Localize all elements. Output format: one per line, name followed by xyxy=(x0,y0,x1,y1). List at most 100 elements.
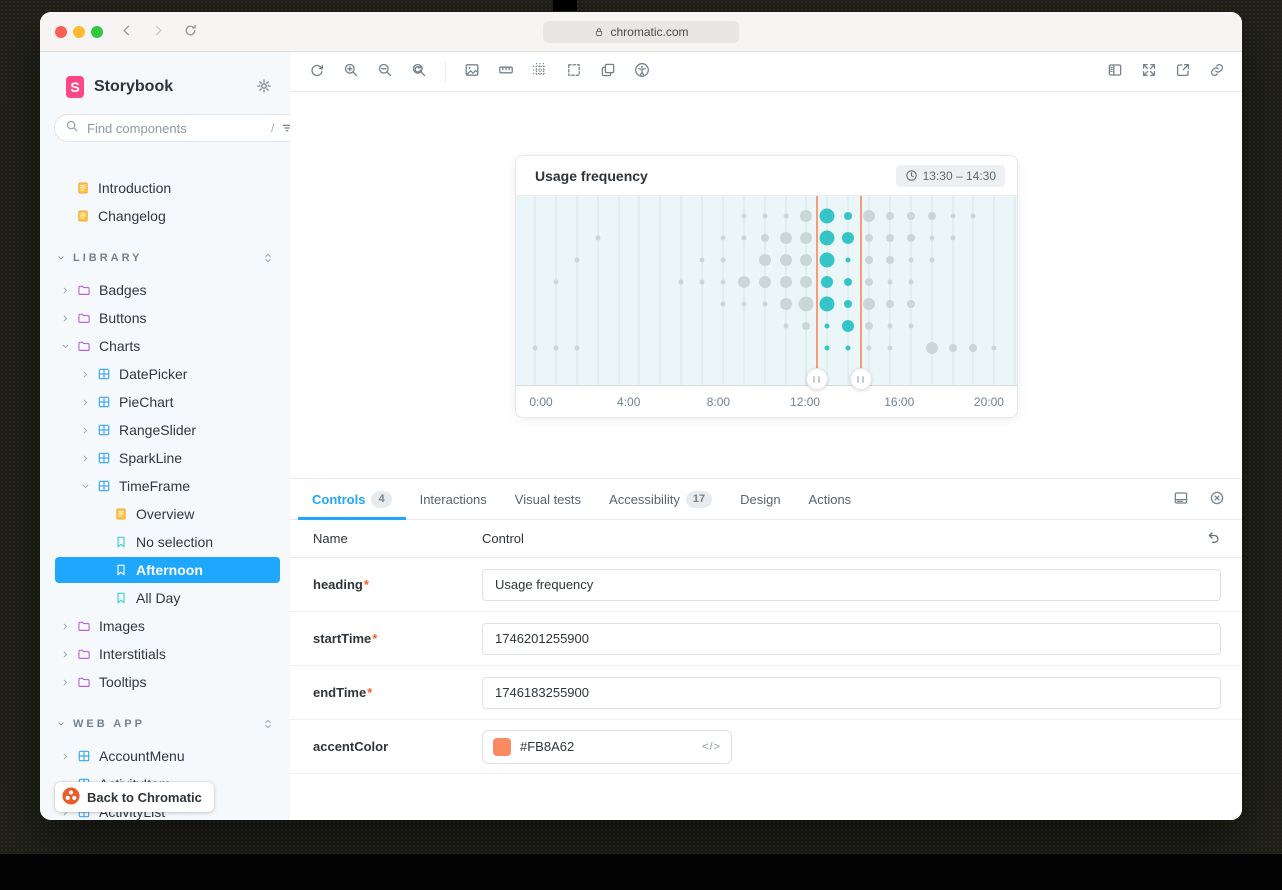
reload-button[interactable] xyxy=(180,22,200,42)
gridline xyxy=(785,196,787,385)
gridline xyxy=(743,196,745,385)
sidebar-item-all-day[interactable]: All Day xyxy=(40,584,290,612)
back-to-chromatic-button[interactable]: Back to Chromatic xyxy=(55,782,214,812)
panel-bottom-button[interactable] xyxy=(1169,488,1193,512)
accessibility-button[interactable] xyxy=(630,60,654,84)
code-icon[interactable]: </> xyxy=(702,740,721,753)
data-dot xyxy=(741,213,747,219)
gridline xyxy=(931,196,933,385)
search-input[interactable] xyxy=(85,119,265,137)
search-shortcut-hint: / xyxy=(271,121,275,135)
selection-end-handle[interactable] xyxy=(849,368,872,390)
zoom-reset-button[interactable] xyxy=(407,60,431,84)
tab-visual-tests[interactable]: Visual tests xyxy=(501,479,595,519)
filter-icon[interactable] xyxy=(280,121,294,135)
zoom-in-button[interactable] xyxy=(339,60,363,84)
data-dot xyxy=(720,301,726,307)
data-dot xyxy=(845,257,851,263)
data-dot xyxy=(574,345,580,351)
heading-input[interactable] xyxy=(482,568,1221,601)
link-icon xyxy=(1209,62,1225,81)
sidebar-item-images[interactable]: Images xyxy=(40,612,290,640)
tab-interactions[interactable]: Interactions xyxy=(406,479,501,519)
tab-design[interactable]: Design xyxy=(726,479,794,519)
settings-button[interactable] xyxy=(256,78,272,97)
sidebar-item-changelog[interactable]: Changelog xyxy=(40,202,290,230)
url-text: chromatic.com xyxy=(610,25,689,39)
sidebar-item-interstitials[interactable]: Interstitials xyxy=(40,640,290,668)
measure-button[interactable] xyxy=(494,60,518,84)
data-dot xyxy=(885,234,894,242)
gridline xyxy=(701,196,703,385)
sidebar-item-badges[interactable]: Badges xyxy=(40,276,290,304)
tab-actions[interactable]: Actions xyxy=(795,479,866,519)
data-dot xyxy=(863,210,876,222)
new-tab-button[interactable] xyxy=(1171,60,1195,84)
data-dot xyxy=(929,257,935,263)
back-button[interactable] xyxy=(116,22,136,42)
fullscreen-button[interactable] xyxy=(1137,60,1161,84)
selection-start-handle[interactable] xyxy=(805,368,828,390)
sidebar-item-afternoon[interactable]: Afternoon xyxy=(40,556,290,584)
endtime-input[interactable] xyxy=(482,676,1221,709)
control-row-endtime: endTime* xyxy=(290,666,1242,720)
accent-color-picker[interactable]: #FB8A62 </> xyxy=(482,729,732,764)
gridline xyxy=(868,196,870,385)
data-dot xyxy=(819,208,835,224)
section-label: WEB APP xyxy=(73,718,145,730)
viewport-button[interactable] xyxy=(596,60,620,84)
data-dot xyxy=(863,298,876,310)
viewport-icon xyxy=(600,62,616,81)
sidebar-item-rangeslider[interactable]: RangeSlider xyxy=(40,416,290,444)
item-label: Charts xyxy=(99,338,141,354)
close-traffic-light[interactable] xyxy=(55,26,67,38)
sidebar-item-timeframe[interactable]: TimeFrame xyxy=(40,472,290,500)
grid-button[interactable] xyxy=(528,60,552,84)
tab-label: Actions xyxy=(808,491,852,507)
close-circle-button[interactable] xyxy=(1205,488,1229,512)
addon-tabbar: Controls 4 Interactions Visual tests Accessi… xyxy=(290,479,1242,520)
minimize-traffic-light[interactable] xyxy=(73,26,85,38)
sidebar-item-overview[interactable]: Overview xyxy=(40,500,290,528)
zoom-reset-icon xyxy=(411,62,427,81)
background-button[interactable] xyxy=(460,60,484,84)
sidebar-item-tooltips[interactable]: Tooltips xyxy=(40,668,290,696)
panel-bottom-icon xyxy=(1173,490,1189,509)
data-dot xyxy=(783,323,789,329)
sidebar-item-datepicker[interactable]: DatePicker xyxy=(40,360,290,388)
panel-right-button[interactable] xyxy=(1103,60,1127,84)
data-dot xyxy=(720,235,726,241)
folder-icon xyxy=(77,619,92,633)
desktop-notch xyxy=(553,0,577,11)
brand-title: Storybook xyxy=(94,78,174,95)
zoom-traffic-light[interactable] xyxy=(91,26,103,38)
collapse-all-icon[interactable] xyxy=(262,252,274,264)
outline-button[interactable] xyxy=(562,60,586,84)
sidebar-item-buttons[interactable]: Buttons xyxy=(40,304,290,332)
tab-accessibility[interactable]: Accessibility 17 xyxy=(595,479,726,519)
zoom-out-button[interactable] xyxy=(373,60,397,84)
data-dot xyxy=(950,213,956,219)
sidebar-item-no-selection[interactable]: No selection xyxy=(40,528,290,556)
canvas-toolbar xyxy=(290,52,1242,92)
sidebar-item-charts[interactable]: Charts xyxy=(40,332,290,360)
sidebar-item-accountmenu[interactable]: AccountMenu xyxy=(40,742,290,770)
forward-button[interactable] xyxy=(148,22,168,42)
color-swatch xyxy=(493,737,511,756)
sidebar-item-piechart[interactable]: PieChart xyxy=(40,388,290,416)
tab-controls[interactable]: Controls 4 xyxy=(298,479,406,520)
gridline xyxy=(826,196,828,385)
search-box[interactable]: / xyxy=(54,114,305,142)
sidebar-item-introduction[interactable]: Introduction xyxy=(40,174,290,202)
sidebar-item-sparkline[interactable]: SparkLine xyxy=(40,444,290,472)
data-dot xyxy=(865,322,874,330)
remount-button[interactable] xyxy=(305,60,329,84)
chevron-right-icon xyxy=(80,425,94,436)
reset-controls-button[interactable] xyxy=(1201,527,1225,551)
collapse-all-icon[interactable] xyxy=(262,718,274,730)
link-button[interactable] xyxy=(1205,60,1229,84)
starttime-input[interactable] xyxy=(482,622,1221,655)
sidebar-section-web-app[interactable]: WEB APP xyxy=(40,710,290,738)
address-bar[interactable]: chromatic.com xyxy=(543,21,739,43)
sidebar-section-library[interactable]: LIBRARY xyxy=(40,244,290,272)
